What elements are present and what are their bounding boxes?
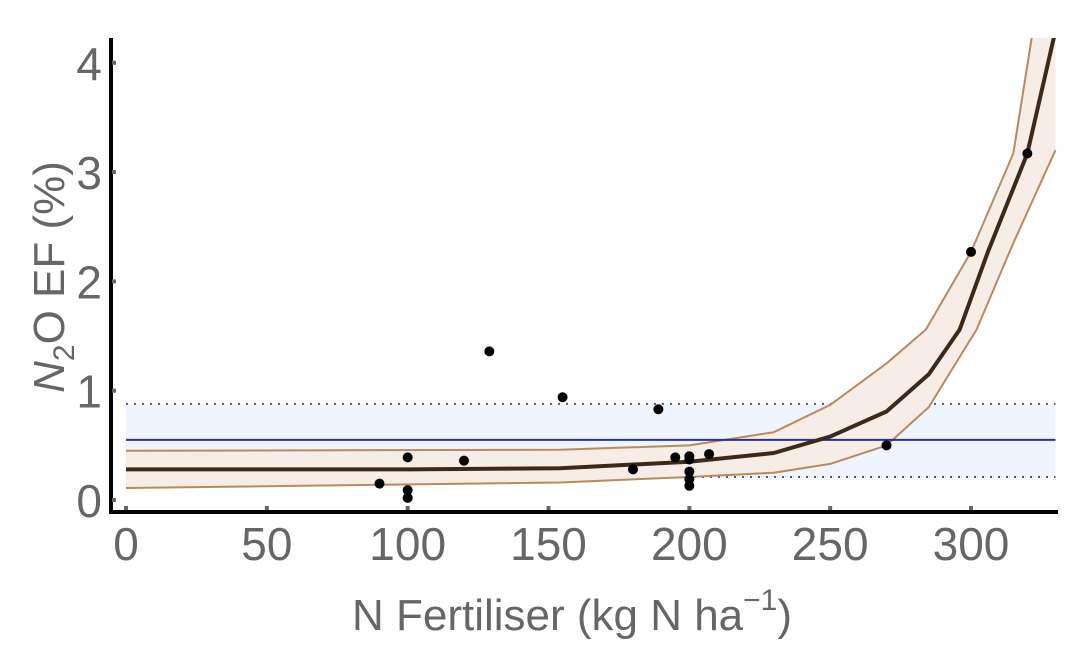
- data-point: [653, 404, 664, 415]
- data-point: [966, 246, 977, 257]
- x-tick-label: 0: [113, 518, 139, 570]
- y-tick-mark: [112, 388, 116, 393]
- fitted-curves: [126, 38, 1056, 472]
- data-point: [402, 492, 413, 503]
- data-point: [374, 478, 385, 489]
- data-point: [684, 480, 695, 491]
- x-tick-mark: [124, 506, 128, 510]
- x-axis-title: N Fertiliser (kg N ha−1): [352, 584, 792, 640]
- data-point: [684, 466, 695, 477]
- x-tick-label: 150: [510, 518, 587, 570]
- y-tick-label: 0: [76, 475, 102, 527]
- y-tick-mark: [112, 60, 116, 65]
- x-tick-label: 200: [651, 518, 728, 570]
- data-point: [628, 464, 639, 475]
- y-tick-label: 1: [76, 366, 102, 418]
- y-tick-mark: [112, 498, 116, 502]
- fitted-curve-line: [126, 38, 1056, 472]
- data-point: [1022, 148, 1033, 159]
- y-axis-title: N2O EF (%): [25, 161, 81, 393]
- data-point: [402, 452, 413, 463]
- y-tick-label: 4: [76, 38, 102, 90]
- confidence-band: [125, 38, 1057, 489]
- x-tick-mark: [828, 506, 833, 510]
- axes: [109, 38, 1058, 514]
- y-tick-mark: [112, 279, 116, 284]
- upper-confidence-line: [125, 38, 1033, 452]
- x-tick-mark: [969, 506, 974, 510]
- lower-confidence-line: [125, 149, 1057, 489]
- data-point: [402, 485, 413, 496]
- x-tick-mark: [405, 506, 410, 510]
- data-point: [881, 440, 892, 451]
- x-tick-mark: [546, 506, 551, 510]
- data-point: [670, 452, 681, 463]
- data-point: [684, 454, 695, 465]
- x-tick-label: 250: [792, 518, 869, 570]
- x-tick-label: 300: [933, 518, 1010, 570]
- x-axis-ticks: 0 50 100 150 200 250 300: [113, 506, 1009, 570]
- y-tick-label: 3: [76, 147, 102, 199]
- data-point: [704, 449, 715, 460]
- data-point: [557, 392, 568, 403]
- data-points: [374, 148, 1033, 503]
- x-tick-label: 50: [241, 518, 292, 570]
- y-axis-ticks: 0 1 2 3 4: [76, 38, 116, 527]
- y-tick-label: 2: [76, 256, 102, 308]
- y-tick-mark: [112, 170, 116, 175]
- x-tick-mark: [264, 506, 269, 510]
- data-point: [484, 346, 495, 357]
- x-tick-label: 100: [369, 518, 446, 570]
- x-tick-mark: [687, 506, 692, 510]
- data-point: [459, 455, 470, 466]
